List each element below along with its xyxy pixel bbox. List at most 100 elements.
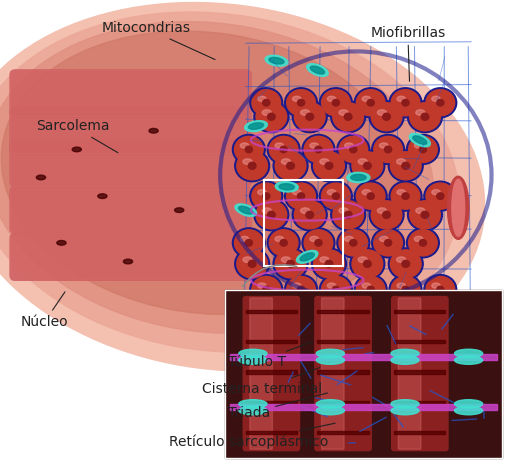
Circle shape — [232, 134, 265, 164]
Ellipse shape — [455, 356, 483, 364]
Ellipse shape — [391, 406, 419, 415]
Circle shape — [419, 240, 426, 246]
Ellipse shape — [262, 110, 271, 115]
Circle shape — [269, 136, 298, 163]
Circle shape — [252, 276, 281, 303]
Circle shape — [410, 103, 440, 131]
Circle shape — [252, 90, 281, 116]
Ellipse shape — [282, 257, 291, 262]
Circle shape — [311, 248, 347, 280]
Circle shape — [273, 150, 308, 182]
Circle shape — [408, 199, 442, 231]
Circle shape — [325, 162, 333, 169]
Ellipse shape — [275, 143, 284, 148]
Circle shape — [297, 286, 305, 293]
Ellipse shape — [319, 159, 329, 164]
Circle shape — [275, 250, 306, 278]
Circle shape — [369, 199, 404, 231]
Circle shape — [332, 99, 339, 106]
Circle shape — [391, 90, 420, 116]
Circle shape — [331, 199, 366, 231]
Circle shape — [354, 181, 387, 211]
Ellipse shape — [345, 236, 353, 241]
Circle shape — [333, 201, 364, 229]
Circle shape — [437, 193, 444, 199]
Bar — [264, 180, 343, 266]
Ellipse shape — [0, 2, 485, 371]
Circle shape — [374, 136, 402, 163]
Circle shape — [332, 193, 339, 199]
Circle shape — [245, 146, 252, 153]
Circle shape — [345, 113, 352, 120]
Circle shape — [256, 201, 287, 229]
Circle shape — [421, 211, 429, 218]
Ellipse shape — [57, 241, 66, 245]
Ellipse shape — [362, 283, 371, 288]
Circle shape — [322, 276, 350, 303]
Circle shape — [252, 183, 281, 209]
FancyBboxPatch shape — [250, 298, 272, 449]
Ellipse shape — [358, 257, 368, 262]
Circle shape — [354, 88, 387, 118]
Circle shape — [313, 250, 345, 278]
Ellipse shape — [413, 136, 427, 144]
Circle shape — [350, 150, 385, 182]
Circle shape — [402, 260, 410, 267]
Bar — [317, 431, 369, 434]
Ellipse shape — [239, 206, 253, 214]
Ellipse shape — [452, 179, 465, 236]
Bar — [317, 310, 369, 313]
FancyBboxPatch shape — [392, 297, 448, 451]
Circle shape — [356, 90, 385, 116]
Ellipse shape — [409, 134, 431, 147]
Ellipse shape — [379, 143, 388, 148]
Ellipse shape — [292, 283, 301, 288]
Circle shape — [391, 183, 420, 209]
FancyBboxPatch shape — [10, 234, 251, 280]
Ellipse shape — [310, 236, 318, 241]
Circle shape — [287, 90, 315, 116]
Ellipse shape — [377, 110, 387, 115]
Circle shape — [371, 201, 402, 229]
Ellipse shape — [416, 110, 425, 115]
FancyBboxPatch shape — [10, 107, 251, 154]
Ellipse shape — [72, 147, 81, 152]
FancyBboxPatch shape — [10, 234, 251, 280]
FancyBboxPatch shape — [10, 187, 251, 234]
Ellipse shape — [240, 143, 249, 148]
Circle shape — [331, 101, 366, 133]
FancyBboxPatch shape — [322, 298, 344, 449]
Ellipse shape — [275, 236, 284, 241]
Text: Núcleo: Núcleo — [20, 292, 68, 329]
FancyBboxPatch shape — [243, 297, 300, 451]
Ellipse shape — [300, 253, 314, 261]
Circle shape — [267, 228, 300, 258]
Circle shape — [248, 162, 256, 169]
Circle shape — [426, 183, 455, 209]
Circle shape — [372, 134, 404, 164]
Ellipse shape — [262, 208, 271, 213]
Ellipse shape — [397, 96, 406, 101]
Ellipse shape — [243, 257, 252, 262]
Circle shape — [385, 240, 392, 246]
Circle shape — [339, 230, 368, 256]
Circle shape — [248, 260, 256, 267]
Circle shape — [424, 275, 457, 304]
Bar — [246, 431, 297, 434]
Ellipse shape — [327, 190, 336, 195]
Ellipse shape — [282, 159, 291, 164]
Text: Mitocondrias: Mitocondrias — [101, 21, 215, 60]
Ellipse shape — [301, 110, 310, 115]
Circle shape — [280, 240, 287, 246]
Circle shape — [250, 275, 283, 304]
Circle shape — [354, 275, 387, 304]
Circle shape — [407, 228, 439, 258]
Ellipse shape — [265, 55, 288, 66]
Ellipse shape — [432, 96, 440, 101]
Bar — [317, 340, 369, 343]
Circle shape — [426, 90, 455, 116]
Circle shape — [391, 250, 421, 278]
Ellipse shape — [455, 406, 483, 415]
FancyBboxPatch shape — [10, 140, 251, 187]
Circle shape — [302, 134, 335, 164]
